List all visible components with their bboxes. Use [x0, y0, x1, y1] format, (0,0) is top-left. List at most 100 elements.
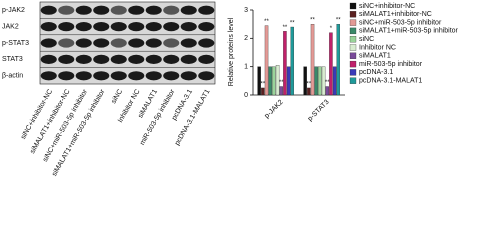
- blot-band: [145, 54, 162, 64]
- bar: [275, 65, 280, 96]
- legend-swatch: [349, 69, 357, 76]
- figure: Relative proteins level p-JAK2 JAK2 p-STAT…: [2, 1, 459, 178]
- blot-row-label: JAK2: [2, 23, 19, 30]
- blot-band: [75, 54, 92, 64]
- blot-band: [145, 22, 162, 32]
- blot-band: [93, 5, 110, 15]
- legend-label: siNC+miR-503-5p inhibitor: [359, 19, 442, 26]
- lane-label: pcDNA-3.1-MALAT1: [174, 88, 212, 146]
- legend-label: siMALAT1+miR-503-5p inhibitor: [359, 28, 459, 35]
- blot-band: [58, 71, 75, 81]
- bar: [332, 66, 337, 96]
- blot-band: [163, 5, 180, 15]
- bar: [264, 25, 269, 96]
- bar: [325, 86, 329, 96]
- y-axis-title: Relative proteins level: [228, 17, 235, 86]
- blot-band: [198, 22, 215, 32]
- significance-mark: **: [290, 21, 295, 27]
- blot-row-label: p-STAT3: [2, 40, 29, 47]
- lane-label: siNC+inhibitor-NC: [20, 88, 54, 140]
- blot-band: [40, 5, 57, 15]
- bar: [286, 66, 291, 96]
- blot-band: [40, 54, 57, 64]
- significance-mark: *: [330, 26, 333, 32]
- blot-band: [40, 22, 57, 32]
- bar: [283, 31, 287, 96]
- bar: [336, 24, 340, 96]
- legend-swatch: [349, 19, 357, 26]
- bar: [257, 66, 261, 96]
- blot-band: [145, 38, 162, 48]
- blot-band: [128, 38, 145, 48]
- significance-mark: **: [260, 81, 265, 87]
- bar: [279, 86, 283, 96]
- blot-band: [110, 71, 127, 81]
- blot-band: [180, 5, 197, 15]
- blot-band: [40, 71, 57, 81]
- significance-mark: **: [283, 25, 288, 31]
- blot-band: [198, 71, 215, 81]
- blot-row-label: β-actin: [2, 73, 23, 80]
- significance-mark: **: [310, 18, 315, 24]
- legend-label: siNC+inhibitor-NC: [359, 3, 415, 10]
- blot-band: [93, 71, 110, 81]
- blot-band: [180, 71, 197, 81]
- blot-band: [75, 71, 92, 81]
- blot-band: [180, 22, 197, 32]
- significance-mark: **: [336, 18, 341, 24]
- legend-label: Inhibitor NC: [359, 44, 396, 51]
- blot-band: [110, 54, 127, 64]
- significance-mark: **: [325, 80, 330, 86]
- blot-band: [75, 22, 92, 32]
- legend-swatch: [349, 77, 357, 84]
- blot-row-label: STAT3: [2, 56, 23, 63]
- legend-label: siMALAT1+inhibitor-NC: [359, 11, 432, 18]
- y-tick-label: 2: [244, 35, 248, 42]
- y-tick-label: 0: [244, 92, 248, 99]
- blot-band: [128, 54, 145, 64]
- blot-band: [198, 5, 215, 15]
- blot-band: [110, 5, 127, 15]
- y-tick-label: 1: [244, 64, 248, 71]
- legend-label: miR-503-5p inhibitor: [359, 61, 423, 68]
- blot-band: [93, 38, 110, 48]
- significance-mark: **: [279, 80, 284, 86]
- bar: [307, 87, 311, 96]
- blot-band: [198, 38, 215, 48]
- blot-band: [163, 71, 180, 81]
- blot-band: [163, 54, 180, 64]
- lane-label: siNC: [110, 88, 124, 105]
- blot-band: [93, 22, 110, 32]
- blot-band: [75, 5, 92, 15]
- bar: [272, 66, 276, 96]
- bar: [329, 32, 333, 96]
- legend-swatch: [349, 11, 357, 18]
- blot-band: [58, 54, 75, 64]
- legend-swatch: [349, 36, 357, 43]
- legend-label: siMALAT1: [359, 53, 391, 60]
- blot-band: [110, 38, 127, 48]
- blot-band: [128, 22, 145, 32]
- bar: [268, 66, 272, 96]
- blot-band: [198, 54, 215, 64]
- significance-mark: **: [264, 19, 269, 25]
- blot-band: [163, 22, 180, 32]
- blot-band: [145, 5, 162, 15]
- legend-label: pcDNA-3.1: [359, 69, 393, 76]
- blot-row-label: p-JAK2: [2, 7, 25, 14]
- y-tick-label: 3: [244, 7, 248, 14]
- blot-band: [163, 38, 180, 48]
- blot-band: [128, 5, 145, 15]
- blot-band: [58, 5, 75, 15]
- legend-swatch: [349, 2, 357, 10]
- legend-swatch: [349, 52, 357, 59]
- blot-band: [40, 38, 57, 48]
- bar: [314, 66, 318, 96]
- legend-swatch: [349, 44, 357, 51]
- blot-band: [110, 22, 127, 32]
- bar: [321, 66, 326, 96]
- significance-mark: **: [306, 81, 311, 87]
- blot-band: [93, 54, 110, 64]
- bar: [310, 24, 315, 96]
- legend-label: siNC: [359, 36, 374, 43]
